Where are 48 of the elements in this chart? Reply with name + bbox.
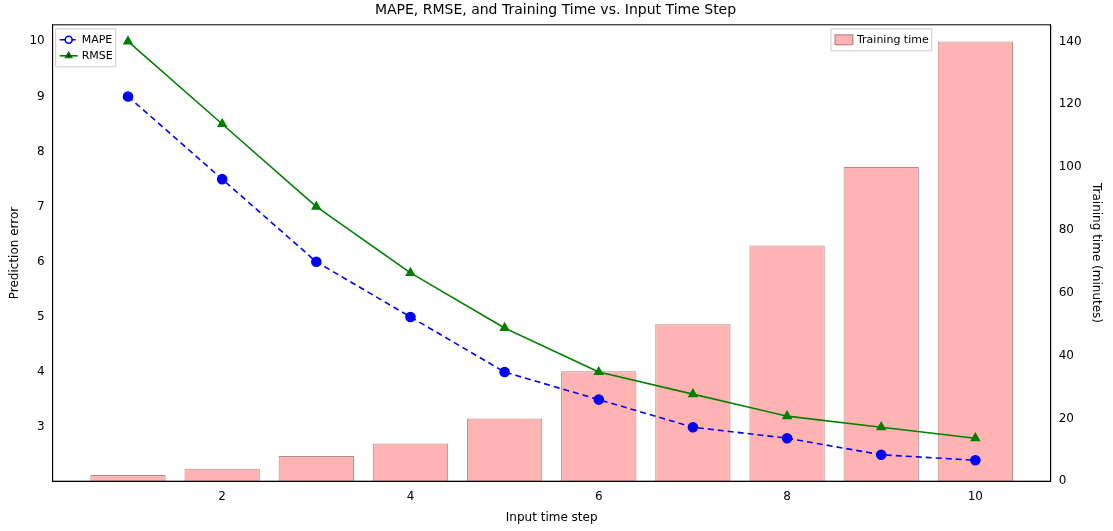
x-axis-title: Input time step <box>505 509 598 524</box>
point <box>687 421 699 433</box>
x-tick-label: 4 <box>406 488 415 503</box>
point <box>688 388 698 398</box>
y-tick-label: 10 <box>29 33 45 48</box>
x-tick-label: 6 <box>594 488 603 503</box>
y2-tick-label: 100 <box>1058 159 1082 174</box>
point <box>311 201 321 210</box>
y2-tick-label: 120 <box>1058 96 1082 111</box>
y-tick-label: 7 <box>37 198 45 213</box>
y2-axis-title: Training time (minutes) <box>1089 181 1104 324</box>
point <box>122 91 134 102</box>
point <box>782 410 792 420</box>
y-tick-label: 8 <box>37 143 45 158</box>
point <box>970 432 981 442</box>
x-tick-label: 2 <box>218 488 226 503</box>
point <box>875 449 887 461</box>
legend-label: RMSE <box>81 48 113 62</box>
point <box>781 432 793 444</box>
chart-title: MAPE, RMSE, and Training Time vs. Input Time Step <box>374 1 737 18</box>
y-axis-title: Prediction error <box>7 206 22 300</box>
y2-tick-label: 0 <box>1058 473 1067 488</box>
point <box>311 256 322 268</box>
y2-tick-label: 80 <box>1058 222 1074 237</box>
legend-label: MAPE <box>81 32 113 46</box>
y2-tick-label: 140 <box>1058 33 1082 48</box>
y-tick-label: 6 <box>37 253 45 268</box>
point <box>217 118 227 128</box>
point <box>405 267 416 276</box>
y-tick-label: 5 <box>37 309 45 324</box>
point <box>876 421 886 431</box>
point <box>970 454 981 466</box>
y-tick-label: 9 <box>37 88 45 103</box>
y-tick-label: 4 <box>37 364 45 379</box>
point <box>499 322 510 332</box>
point <box>123 36 133 45</box>
point <box>593 394 605 405</box>
y2-tick-label: 20 <box>1058 410 1074 425</box>
legend-label: Training time <box>855 32 929 46</box>
x-tick-label: 8 <box>783 488 791 503</box>
point <box>216 173 228 185</box>
point <box>499 366 510 378</box>
point <box>594 366 604 376</box>
y-tick-label: 3 <box>37 419 45 434</box>
y2-tick-label: 40 <box>1058 347 1074 362</box>
x-tick-label: 10 <box>967 488 984 503</box>
point <box>405 311 416 323</box>
y2-tick-label: 60 <box>1058 284 1074 299</box>
